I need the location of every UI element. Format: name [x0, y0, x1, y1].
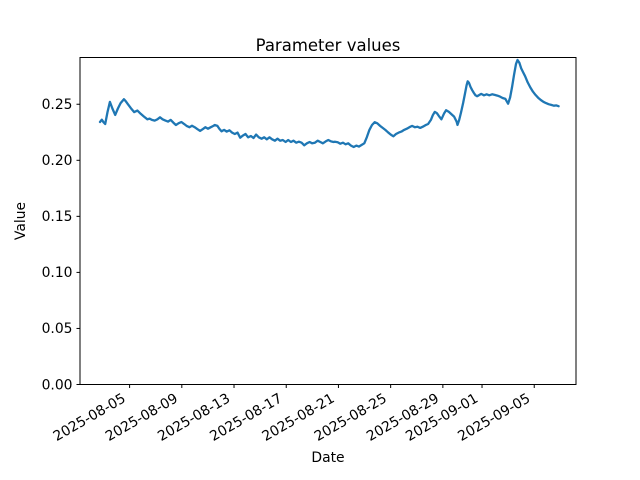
y-tick-label: 0.20 [42, 153, 73, 169]
axes-frame [79, 57, 577, 385]
y-tick-label: 0.10 [42, 265, 73, 281]
y-tick-label: 0.00 [42, 377, 73, 393]
chart-title: Parameter values [256, 36, 401, 55]
data-line [98, 58, 560, 149]
ticks-layer: 2025-08-052025-08-092025-08-132025-08-17… [42, 97, 535, 445]
x-axis-label: Date [311, 450, 344, 466]
y-tick-label: 0.15 [42, 209, 73, 225]
y-axis-label: Value [13, 202, 29, 240]
y-tick-label: 0.05 [42, 321, 73, 337]
y-tick-label: 0.25 [42, 97, 73, 113]
